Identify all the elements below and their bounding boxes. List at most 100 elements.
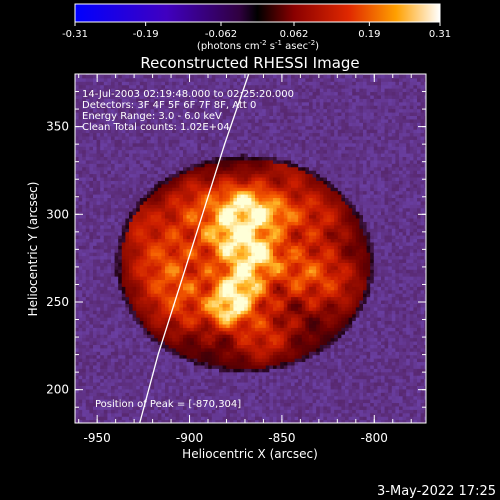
heatmap-cell <box>103 354 108 359</box>
heatmap-cell <box>219 255 223 260</box>
heatmap-cell <box>233 279 238 284</box>
heatmap-cell <box>93 317 97 322</box>
heatmap-cell <box>125 378 130 383</box>
heatmap-cell <box>75 98 79 103</box>
heatmap-cell <box>168 166 173 171</box>
heatmap-cell <box>100 163 105 168</box>
heatmap-cell <box>139 392 144 397</box>
heatmap-cell <box>190 248 195 253</box>
heatmap-cell <box>186 214 191 219</box>
heatmap-cell <box>118 94 123 99</box>
heatmap-cell <box>186 286 191 291</box>
heatmap-cell <box>154 153 159 158</box>
heatmap-cell <box>150 190 155 195</box>
heatmap-cell <box>118 409 123 414</box>
heatmap-cell <box>179 146 184 151</box>
heatmap-cell <box>247 419 252 423</box>
heatmap-cell <box>186 299 191 304</box>
heatmap-cell <box>229 323 234 328</box>
heatmap-cell <box>85 344 90 349</box>
heatmap-cell <box>237 74 241 79</box>
heatmap-cell <box>139 317 144 322</box>
heatmap-cell <box>244 194 249 199</box>
heatmap-cell <box>229 255 234 260</box>
heatmap-cell <box>75 323 79 328</box>
heatmap-cell <box>172 416 177 421</box>
heatmap-cell <box>197 392 202 397</box>
heatmap-cell <box>175 399 180 404</box>
heatmap-cell <box>219 111 223 116</box>
heatmap-cell <box>193 416 198 421</box>
heatmap-cell <box>125 197 130 202</box>
heatmap-cell <box>172 371 177 376</box>
heatmap-cell <box>244 166 249 171</box>
heatmap-cell <box>107 248 112 253</box>
heatmap-cell <box>219 105 223 110</box>
heatmap-cell <box>175 252 180 257</box>
heatmap-cell <box>129 392 133 397</box>
heatmap-cell <box>147 166 151 171</box>
heatmap-cell <box>175 238 180 243</box>
heatmap-cell <box>111 293 115 298</box>
heatmap-cell <box>175 214 180 219</box>
heatmap-cell <box>147 286 151 291</box>
heatmap-cell <box>121 108 126 113</box>
heatmap-cell <box>132 293 137 298</box>
heatmap-cell <box>219 84 223 89</box>
heatmap-cell <box>193 293 198 298</box>
heatmap-cell <box>132 77 137 82</box>
heatmap-cell <box>85 358 90 363</box>
heatmap-cell <box>215 289 220 294</box>
heatmap-cell <box>240 94 245 99</box>
heatmap-cell <box>237 361 241 366</box>
heatmap-cell <box>229 310 234 315</box>
heatmap-cell <box>201 176 205 181</box>
heatmap-cell <box>183 217 187 222</box>
heatmap-cell <box>129 296 133 301</box>
heatmap-cell <box>107 337 112 342</box>
heatmap-cell <box>139 235 144 240</box>
heatmap-cell <box>100 125 105 130</box>
heatmap-cell <box>175 176 180 181</box>
heatmap-cell <box>193 375 198 380</box>
heatmap-cell <box>179 98 184 103</box>
heatmap-cell <box>85 122 90 127</box>
heatmap-cell <box>132 269 137 274</box>
heatmap-cell <box>154 118 159 123</box>
heatmap-cell <box>190 197 195 202</box>
heatmap-cell <box>147 416 151 421</box>
heatmap-cell <box>147 279 151 284</box>
heatmap-cell <box>190 190 195 195</box>
heatmap-cell <box>233 163 238 168</box>
heatmap-cell <box>121 340 126 345</box>
heatmap-cell <box>107 111 112 116</box>
heatmap-cell <box>175 276 180 281</box>
heatmap-cell <box>219 211 223 216</box>
heatmap-cell <box>161 323 166 328</box>
heatmap-cell <box>143 340 148 345</box>
heatmap-cell <box>211 334 216 339</box>
heatmap-cell <box>114 211 119 216</box>
heatmap-cell <box>183 255 187 260</box>
heatmap-cell <box>125 149 130 154</box>
heatmap-cell <box>107 269 112 274</box>
heatmap-cell <box>114 187 119 192</box>
heatmap-cell <box>226 118 231 123</box>
heatmap-cell <box>103 88 108 93</box>
heatmap-cell <box>222 388 227 393</box>
heatmap-cell <box>186 153 191 158</box>
heatmap-cell <box>179 105 184 110</box>
heatmap-cell <box>107 163 112 168</box>
heatmap-cell <box>150 364 155 369</box>
heatmap-cell <box>125 337 130 342</box>
heatmap-cell <box>244 330 249 335</box>
heatmap-cell <box>85 313 90 318</box>
heatmap-cell <box>157 381 162 386</box>
heatmap-cell <box>215 194 220 199</box>
heatmap-cell <box>233 200 238 205</box>
heatmap-cell <box>103 412 108 417</box>
heatmap-cell <box>175 269 180 274</box>
heatmap-cell <box>201 402 205 407</box>
heatmap-cell <box>75 313 79 318</box>
heatmap-cell <box>96 388 101 393</box>
